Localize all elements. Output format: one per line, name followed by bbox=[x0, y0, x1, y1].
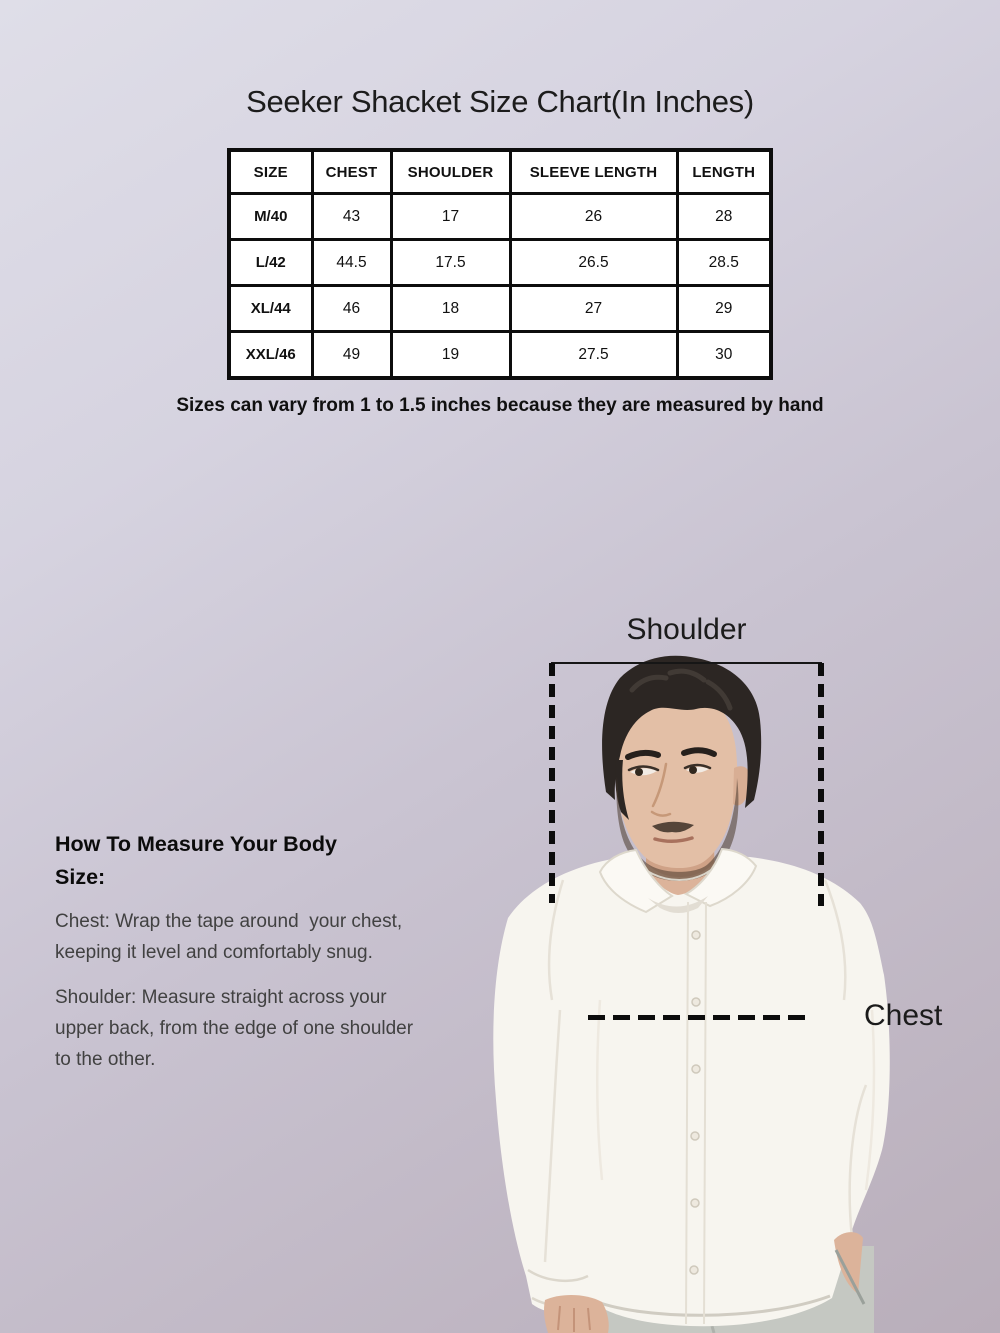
table-row: L/42 44.5 17.5 26.5 28.5 bbox=[227, 238, 773, 287]
sleeve-length-cell: 26.5 bbox=[508, 238, 679, 287]
size-cell: L/42 bbox=[227, 238, 314, 287]
shoulder-instruction: Shoulder: Measure straight across your u… bbox=[55, 987, 414, 1070]
size-table: SIZE CHEST SHOULDER SLEEVE LENGTH LENGTH… bbox=[227, 148, 773, 380]
pocket-slit bbox=[834, 1249, 866, 1305]
size-cell: XXL/46 bbox=[227, 330, 314, 380]
size-cell: XL/44 bbox=[227, 284, 314, 333]
shoulder-cell: 17 bbox=[389, 192, 512, 241]
measure-guide-heading: How To Measure Your Body Size: bbox=[55, 832, 337, 889]
eyebrow bbox=[681, 747, 717, 757]
sleeve-length-cell: 27 bbox=[508, 284, 679, 333]
length-cell: 28.5 bbox=[675, 238, 773, 287]
collar bbox=[598, 848, 674, 914]
table-row: XXL/46 49 19 27.5 30 bbox=[227, 330, 773, 380]
shoulder-cell: 17.5 bbox=[389, 238, 512, 287]
nose bbox=[650, 762, 672, 817]
col-header-size: SIZE bbox=[227, 148, 314, 195]
chest-measure-label: Chest bbox=[864, 999, 943, 1032]
collar bbox=[683, 847, 758, 908]
shoulder-bracket-dash-left bbox=[549, 663, 555, 903]
chest-cell: 49 bbox=[310, 330, 393, 380]
chest-dash-line bbox=[588, 1015, 806, 1020]
mouth bbox=[653, 836, 694, 843]
table-row: M/40 43 17 26 28 bbox=[227, 192, 773, 241]
hand bbox=[544, 1294, 609, 1333]
length-cell: 29 bbox=[675, 284, 773, 333]
eyebrow bbox=[625, 749, 661, 760]
sleeve-length-cell: 26 bbox=[508, 192, 679, 241]
col-header-sleeve-length: SLEEVE LENGTH bbox=[508, 148, 679, 195]
col-header-chest: CHEST bbox=[310, 148, 393, 195]
sleeve-length-cell: 27.5 bbox=[508, 330, 679, 380]
col-header-shoulder: SHOULDER bbox=[389, 148, 512, 195]
model-photo bbox=[493, 655, 890, 1333]
page-title: Seeker Shacket Size Chart(In Inches) bbox=[246, 84, 754, 119]
shoulder-measure-label: Shoulder bbox=[626, 613, 747, 646]
shoulder-cell: 18 bbox=[389, 284, 512, 333]
shoulder-bracket-dash-right bbox=[818, 663, 824, 906]
col-header-length: LENGTH bbox=[675, 148, 773, 195]
shoulder-cell: 19 bbox=[389, 330, 512, 380]
shirt bbox=[493, 856, 890, 1327]
hand bbox=[834, 1232, 863, 1294]
size-cell: M/40 bbox=[227, 192, 314, 241]
length-cell: 28 bbox=[675, 192, 773, 241]
shirt-buttons bbox=[689, 930, 701, 1275]
chest-cell: 44.5 bbox=[310, 238, 393, 287]
chest-cell: 43 bbox=[310, 192, 393, 241]
shoulder-bracket-line bbox=[551, 662, 822, 664]
table-row: XL/44 46 18 27 29 bbox=[227, 284, 773, 333]
length-cell: 30 bbox=[675, 330, 773, 380]
hand-measure-note: Sizes can vary from 1 to 1.5 inches beca… bbox=[176, 395, 824, 416]
size-table-header-row: SIZE CHEST SHOULDER SLEEVE LENGTH LENGTH bbox=[227, 148, 773, 195]
chest-cell: 46 bbox=[310, 284, 393, 333]
chest-instruction: Chest: Wrap the tape around your chest, … bbox=[55, 911, 403, 963]
